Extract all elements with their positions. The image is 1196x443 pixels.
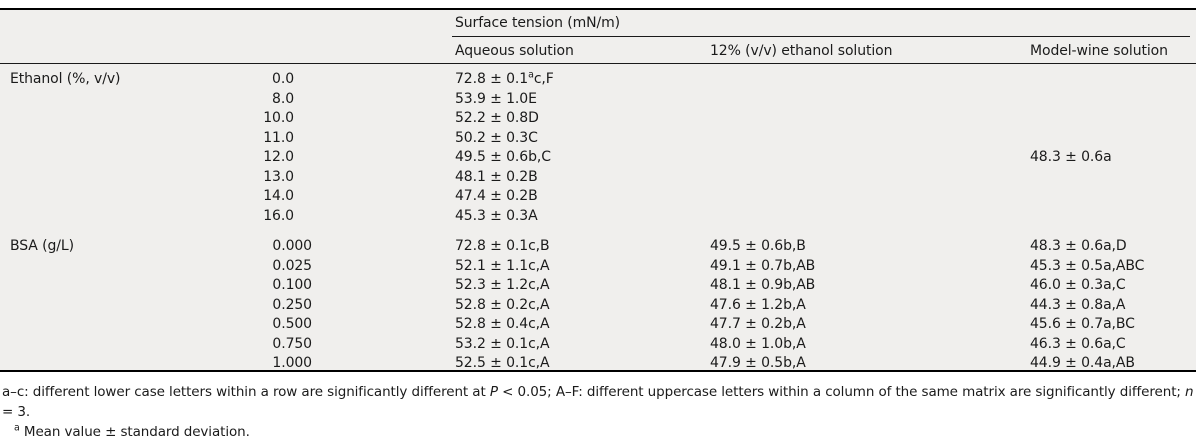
table-section-bsa: BSA (g/L) 0.000 72.8 ± 0.1c,B 49.5 ± 0.6b,B… bbox=[0, 237, 1196, 374]
table-row: 0.100 52.3 ± 1.2c,A 48.1 ± 0.9b,AB 46.0 ± 0… bbox=[0, 276, 1196, 296]
value-12-ethanol-solution: 48.0 ± 1.0b,A bbox=[710, 335, 806, 352]
row-level-value: 0.025 bbox=[272, 257, 312, 274]
table-row: Ethanol (%, v/v) 0.0 72.8 ± 0.1ac,F bbox=[0, 70, 1196, 90]
value-model-wine-solution: 44.9 ± 0.4a,AB bbox=[1030, 355, 1135, 371]
value-aqueous-solution: 50.2 ± 0.3C bbox=[455, 129, 538, 146]
table-row: 0.500 52.8 ± 0.4c,A 47.7 ± 0.2b,A 45.6 ± 0.… bbox=[0, 315, 1196, 335]
row-level-value: 11.0 bbox=[263, 129, 294, 146]
value-12-ethanol-solution: 47.9 ± 0.5b,A bbox=[710, 355, 806, 371]
group-header-surface-tension: Surface tension (mN/m) bbox=[452, 10, 1190, 37]
value-aqueous-solution: 53.2 ± 0.1c,A bbox=[455, 335, 550, 352]
value-12-ethanol-solution: 48.1 ± 0.9b,AB bbox=[710, 277, 816, 293]
value-aqueous-solution: 48.1 ± 0.2B bbox=[455, 168, 538, 185]
table-section-ethanol: Ethanol (%, v/v) 0.0 72.8 ± 0.1ac,F 8.0 53.9… bbox=[0, 70, 1196, 226]
table-row: 10.0 52.2 ± 0.8D bbox=[0, 109, 1196, 129]
row-level-value: 12.0 bbox=[263, 149, 294, 165]
column-header-aqueous-solution: Aqueous solution bbox=[455, 43, 574, 59]
footnote-significance: a–c: different lower case letters within… bbox=[2, 384, 1194, 420]
row-group-label: Ethanol (%, v/v) bbox=[10, 71, 121, 87]
row-level-value: 0.100 bbox=[272, 277, 312, 293]
value-model-wine-solution: 45.6 ± 0.7a,BC bbox=[1030, 316, 1135, 332]
value-aqueous-solution: 52.2 ± 0.8D bbox=[455, 110, 539, 126]
value-model-wine-solution: 46.3 ± 0.6a,C bbox=[1030, 335, 1126, 352]
value-aqueous-solution: 45.3 ± 0.3A bbox=[455, 207, 538, 224]
value-aqueous-solution: 49.5 ± 0.6b,C bbox=[455, 149, 551, 165]
table-row: 11.0 50.2 ± 0.3C bbox=[0, 129, 1196, 149]
value-model-wine-solution: 48.3 ± 0.6a bbox=[1030, 149, 1112, 165]
value-aqueous-solution: 72.8 ± 0.1c,B bbox=[455, 238, 550, 254]
table-body: Ethanol (%, v/v) 0.0 72.8 ± 0.1ac,F 8.0 53.9… bbox=[0, 65, 1196, 385]
column-header-model-wine-solution: Model-wine solution bbox=[1030, 43, 1168, 59]
table-row: 0.025 52.1 ± 1.1c,A 49.1 ± 0.7b,AB 45.3 ± 0… bbox=[0, 257, 1196, 277]
table-row: 8.0 53.9 ± 1.0E bbox=[0, 90, 1196, 110]
value-aqueous-solution: 52.5 ± 0.1c,A bbox=[455, 355, 550, 371]
value-model-wine-solution: 45.3 ± 0.5a,ABC bbox=[1030, 257, 1145, 274]
row-level-value: 1.000 bbox=[272, 355, 312, 371]
row-level-value: 0.000 bbox=[272, 238, 312, 254]
value-aqueous-solution: 52.8 ± 0.4c,A bbox=[455, 316, 550, 332]
table-row: 1.000 52.5 ± 0.1c,A 47.9 ± 0.5b,A 44.9 ± 0.… bbox=[0, 354, 1196, 374]
value-12-ethanol-solution: 47.7 ± 0.2b,A bbox=[710, 316, 806, 332]
value-aqueous-solution: 53.9 ± 1.0E bbox=[455, 90, 537, 107]
table-row: 13.0 48.1 ± 0.2B bbox=[0, 168, 1196, 188]
table-group-header-row: Surface tension (mN/m) bbox=[0, 10, 1196, 37]
value-aqueous-solution: 52.1 ± 1.1c,A bbox=[455, 257, 550, 274]
row-level-value: 0.250 bbox=[272, 296, 312, 313]
value-model-wine-solution: 48.3 ± 0.6a,D bbox=[1030, 238, 1127, 254]
value-12-ethanol-solution: 47.6 ± 1.2b,A bbox=[710, 296, 806, 313]
row-level-value: 0.0 bbox=[272, 71, 294, 87]
table-row: BSA (g/L) 0.000 72.8 ± 0.1c,B 49.5 ± 0.6b,B… bbox=[0, 237, 1196, 257]
value-aqueous-solution: 52.3 ± 1.2c,A bbox=[455, 277, 550, 293]
table-row: 14.0 47.4 ± 0.2B bbox=[0, 187, 1196, 207]
value-12-ethanol-solution: 49.5 ± 0.6b,B bbox=[710, 238, 806, 254]
row-group-label: BSA (g/L) bbox=[10, 238, 74, 254]
column-header-12-ethanol-solution: 12% (v/v) ethanol solution bbox=[710, 43, 893, 59]
value-aqueous-solution: 72.8 ± 0.1ac,F bbox=[455, 69, 554, 87]
value-model-wine-solution: 46.0 ± 0.3a,C bbox=[1030, 277, 1126, 293]
row-level-value: 13.0 bbox=[263, 168, 294, 185]
value-aqueous-solution: 47.4 ± 0.2B bbox=[455, 188, 538, 204]
row-level-value: 14.0 bbox=[263, 188, 294, 204]
table-column-header-row: Aqueous solution 12% (v/v) ethanol solut… bbox=[0, 37, 1196, 64]
table-row: 16.0 45.3 ± 0.3A bbox=[0, 207, 1196, 227]
footnote-mean-value: a Mean value ± standard deviation. bbox=[14, 422, 250, 440]
table-row: 0.750 53.2 ± 0.1c,A 48.0 ± 1.0b,A 46.3 ± 0.… bbox=[0, 335, 1196, 355]
row-level-value: 0.750 bbox=[272, 335, 312, 352]
value-aqueous-solution: 52.8 ± 0.2c,A bbox=[455, 296, 550, 313]
table-row: 0.250 52.8 ± 0.2c,A 47.6 ± 1.2b,A 44.3 ± 0.… bbox=[0, 296, 1196, 316]
value-model-wine-solution: 44.3 ± 0.8a,A bbox=[1030, 296, 1126, 313]
row-level-value: 8.0 bbox=[272, 90, 294, 107]
value-12-ethanol-solution: 49.1 ± 0.7b,AB bbox=[710, 257, 816, 274]
table-footnotes: a–c: different lower case letters within… bbox=[0, 376, 1196, 442]
surface-tension-table: Surface tension (mN/m) Aqueous solution … bbox=[0, 8, 1196, 372]
row-level-value: 0.500 bbox=[272, 316, 312, 332]
row-level-value: 16.0 bbox=[263, 207, 294, 224]
row-level-value: 10.0 bbox=[263, 110, 294, 126]
table-row: 12.0 49.5 ± 0.6b,C 48.3 ± 0.6a bbox=[0, 148, 1196, 168]
